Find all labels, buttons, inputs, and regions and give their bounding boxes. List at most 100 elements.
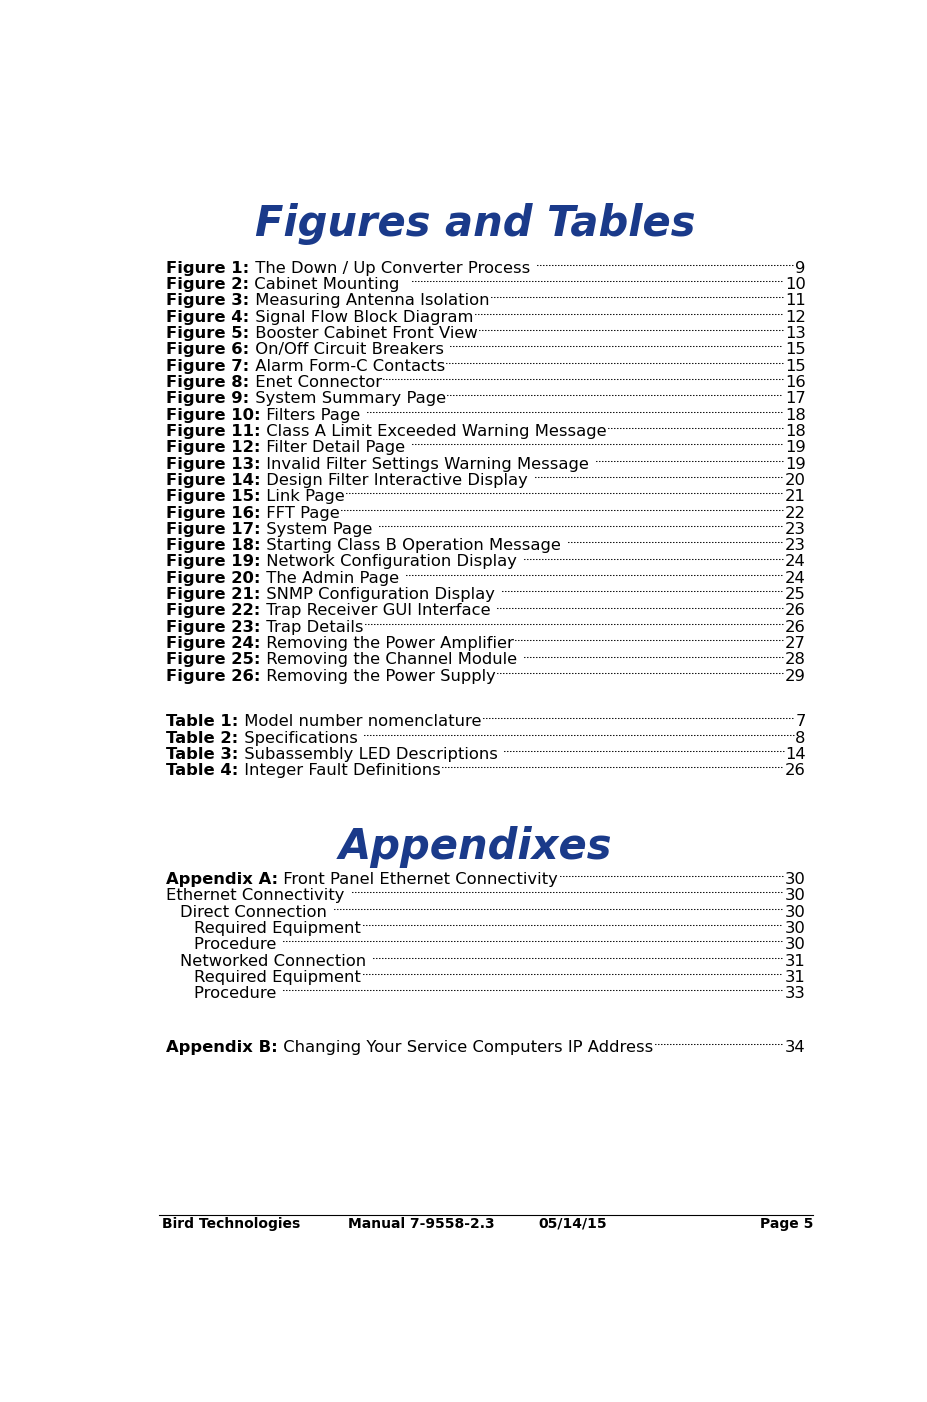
Text: Appendixes: Appendixes bbox=[338, 826, 612, 868]
Text: 15: 15 bbox=[784, 359, 805, 373]
Text: Trap Receiver GUI Interface: Trap Receiver GUI Interface bbox=[260, 603, 495, 618]
Text: Table 3:: Table 3: bbox=[166, 747, 238, 761]
Text: Page 5: Page 5 bbox=[759, 1217, 813, 1231]
Text: Figure 22:: Figure 22: bbox=[166, 603, 260, 618]
Text: Trap Details: Trap Details bbox=[260, 620, 363, 635]
Text: 7: 7 bbox=[794, 715, 805, 729]
Text: 8: 8 bbox=[794, 730, 805, 746]
Text: 05/14/15: 05/14/15 bbox=[538, 1217, 606, 1231]
Text: Removing the Channel Module: Removing the Channel Module bbox=[260, 652, 522, 667]
Text: Model number nomenclature: Model number nomenclature bbox=[238, 715, 481, 729]
Text: Cabinet Mounting: Cabinet Mounting bbox=[249, 278, 410, 292]
Text: Alarm Form-C Contacts: Alarm Form-C Contacts bbox=[249, 359, 444, 373]
Text: 26: 26 bbox=[784, 620, 805, 635]
Text: 29: 29 bbox=[784, 669, 805, 684]
Text: 23: 23 bbox=[784, 522, 805, 537]
Text: Networked Connection: Networked Connection bbox=[180, 953, 372, 969]
Text: 17: 17 bbox=[784, 391, 805, 407]
Text: Figure 4:: Figure 4: bbox=[166, 310, 249, 325]
Text: 30: 30 bbox=[784, 889, 805, 903]
Text: Removing the Power Supply: Removing the Power Supply bbox=[260, 669, 495, 684]
Text: Front Panel Ethernet Connectivity: Front Panel Ethernet Connectivity bbox=[278, 872, 558, 887]
Text: 11: 11 bbox=[784, 293, 805, 308]
Text: 30: 30 bbox=[784, 904, 805, 920]
Text: 19: 19 bbox=[784, 440, 805, 456]
Text: On/Off Circuit Breakers: On/Off Circuit Breakers bbox=[249, 342, 449, 358]
Text: Figure 10:: Figure 10: bbox=[166, 408, 260, 422]
Text: Signal Flow Block Diagram: Signal Flow Block Diagram bbox=[249, 310, 473, 325]
Text: Figure 12:: Figure 12: bbox=[166, 440, 260, 456]
Text: SNMP Configuration Display: SNMP Configuration Display bbox=[260, 587, 500, 601]
Text: Ethernet Connectivity: Ethernet Connectivity bbox=[166, 889, 349, 903]
Text: 19: 19 bbox=[784, 457, 805, 471]
Text: Direct Connection: Direct Connection bbox=[180, 904, 332, 920]
Text: 34: 34 bbox=[784, 1039, 805, 1054]
Text: Specifications: Specifications bbox=[238, 730, 362, 746]
Text: Bird Technologies: Bird Technologies bbox=[162, 1217, 300, 1231]
Text: Required Equipment: Required Equipment bbox=[194, 921, 361, 937]
Text: Table 2:: Table 2: bbox=[166, 730, 238, 746]
Text: Figure 18:: Figure 18: bbox=[166, 538, 260, 554]
Text: Class A Limit Exceeded Warning Message: Class A Limit Exceeded Warning Message bbox=[260, 423, 606, 439]
Text: 23: 23 bbox=[784, 538, 805, 554]
Text: Figure 5:: Figure 5: bbox=[166, 325, 249, 341]
Text: 30: 30 bbox=[784, 921, 805, 937]
Text: 31: 31 bbox=[784, 953, 805, 969]
Text: Measuring Antenna Isolation: Measuring Antenna Isolation bbox=[249, 293, 489, 308]
Text: Invalid Filter Settings Warning Message: Invalid Filter Settings Warning Message bbox=[260, 457, 593, 471]
Text: 12: 12 bbox=[784, 310, 805, 325]
Text: Figure 11:: Figure 11: bbox=[166, 423, 260, 439]
Text: 20: 20 bbox=[784, 472, 805, 488]
Text: 30: 30 bbox=[784, 938, 805, 952]
Text: System Summary Page: System Summary Page bbox=[249, 391, 445, 407]
Text: FFT Page: FFT Page bbox=[260, 506, 339, 520]
Text: Figure 24:: Figure 24: bbox=[166, 637, 260, 651]
Text: Booster Cabinet Front View: Booster Cabinet Front View bbox=[249, 325, 476, 341]
Text: 24: 24 bbox=[784, 571, 805, 586]
Text: The Down / Up Converter Process: The Down / Up Converter Process bbox=[249, 261, 535, 276]
Text: Figure 19:: Figure 19: bbox=[166, 554, 260, 569]
Text: Integer Fault Definitions: Integer Fault Definitions bbox=[238, 763, 440, 778]
Text: Figure 6:: Figure 6: bbox=[166, 342, 249, 358]
Text: 14: 14 bbox=[784, 747, 805, 761]
Text: Manual 7-9558-2.3: Manual 7-9558-2.3 bbox=[349, 1217, 495, 1231]
Text: Filter Detail Page: Filter Detail Page bbox=[260, 440, 410, 456]
Text: 16: 16 bbox=[784, 374, 805, 390]
Text: 25: 25 bbox=[784, 587, 805, 601]
Text: Figure 17:: Figure 17: bbox=[166, 522, 260, 537]
Text: 26: 26 bbox=[784, 603, 805, 618]
Text: Removing the Power Amplifier: Removing the Power Amplifier bbox=[260, 637, 514, 651]
Text: 33: 33 bbox=[784, 986, 805, 1001]
Text: Required Equipment: Required Equipment bbox=[194, 970, 361, 986]
Text: 13: 13 bbox=[784, 325, 805, 341]
Text: Figures and Tables: Figures and Tables bbox=[255, 203, 695, 245]
Text: 18: 18 bbox=[784, 408, 805, 422]
Text: Figure 26:: Figure 26: bbox=[166, 669, 260, 684]
Text: Figure 8:: Figure 8: bbox=[166, 374, 249, 390]
Text: 9: 9 bbox=[794, 261, 805, 276]
Text: Figure 7:: Figure 7: bbox=[166, 359, 249, 373]
Text: 26: 26 bbox=[784, 763, 805, 778]
Text: Procedure: Procedure bbox=[194, 986, 282, 1001]
Text: Appendix A:: Appendix A: bbox=[166, 872, 278, 887]
Text: Procedure: Procedure bbox=[194, 938, 282, 952]
Text: 28: 28 bbox=[784, 652, 805, 667]
Text: 24: 24 bbox=[784, 554, 805, 569]
Text: 15: 15 bbox=[784, 342, 805, 358]
Text: Figure 16:: Figure 16: bbox=[166, 506, 260, 520]
Text: 22: 22 bbox=[784, 506, 805, 520]
Text: Figure 23:: Figure 23: bbox=[166, 620, 260, 635]
Text: Figure 9:: Figure 9: bbox=[166, 391, 249, 407]
Text: Figure 1:: Figure 1: bbox=[166, 261, 249, 276]
Text: Figure 13:: Figure 13: bbox=[166, 457, 260, 471]
Text: 31: 31 bbox=[784, 970, 805, 986]
Text: Figure 15:: Figure 15: bbox=[166, 489, 260, 505]
Text: 18: 18 bbox=[784, 423, 805, 439]
Text: Appendix B:: Appendix B: bbox=[166, 1039, 278, 1054]
Text: Figure 20:: Figure 20: bbox=[166, 571, 260, 586]
Text: 27: 27 bbox=[784, 637, 805, 651]
Text: System Page: System Page bbox=[260, 522, 377, 537]
Text: Filters Page: Filters Page bbox=[260, 408, 365, 422]
Text: Design Filter Interactive Display: Design Filter Interactive Display bbox=[260, 472, 532, 488]
Text: Table 1:: Table 1: bbox=[166, 715, 238, 729]
